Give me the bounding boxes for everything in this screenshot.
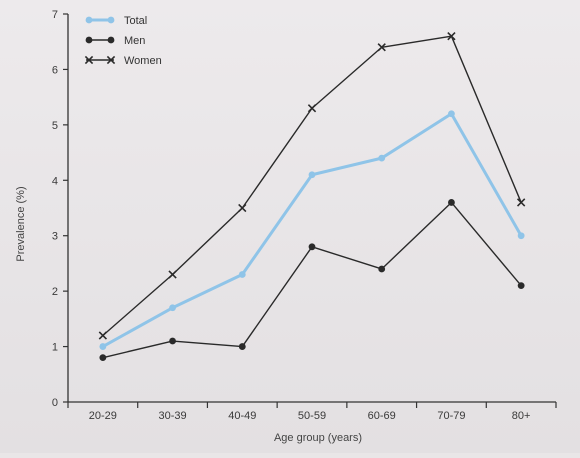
x-marker-stroke [84, 55, 94, 65]
series-men-point [448, 199, 455, 206]
series-men-point [238, 343, 246, 350]
series-total-point [517, 232, 525, 240]
series-men-point [517, 282, 525, 289]
series-women-point [377, 43, 386, 52]
x-marker-stroke [516, 198, 526, 207]
y-tick-label: 6 [52, 64, 58, 76]
series-total-point [378, 154, 386, 162]
x-tick-label: 50-59 [298, 410, 326, 422]
series-total-point [99, 343, 107, 350]
series-women-point [238, 203, 247, 213]
series-men-point [99, 354, 107, 362]
axes [67, 14, 556, 403]
x-marker-stroke [447, 32, 456, 41]
series-total [99, 110, 525, 350]
series-men-point [308, 243, 316, 251]
x-tick-label: 40-49 [228, 410, 256, 422]
x-tick-label: 70-79 [437, 410, 465, 422]
y-tick-label: 1 [52, 342, 58, 354]
x-marker-stroke [238, 203, 247, 213]
x-axis-ticks: 20-29 30-39 40-49 50-59 60-69 70-79 80+ [67, 402, 557, 422]
legend-men-label: Men [124, 35, 145, 47]
legend-men-end-point [107, 36, 115, 44]
y-axis-ticks: 0 1 2 3 4 5 6 7 [52, 9, 68, 409]
y-tick-label: 2 [52, 286, 58, 298]
x-tick-label: 30-39 [159, 410, 187, 422]
legend-total-end-point [107, 16, 115, 24]
series-women-point [98, 331, 108, 340]
y-tick-label: 4 [52, 175, 58, 187]
series-women-point [168, 270, 177, 279]
series-total-line [102, 112, 523, 348]
x-marker-stroke [168, 270, 177, 279]
series-total-point [308, 171, 316, 179]
x-marker-stroke [106, 55, 116, 65]
legend-men: Men [85, 35, 145, 47]
x-tick-label: 60-69 [368, 410, 396, 422]
y-tick-label: 7 [52, 9, 58, 21]
series-total-point [238, 271, 246, 278]
series-women [98, 32, 526, 340]
legend-men-start-point [85, 36, 93, 44]
series-men-point [169, 337, 176, 345]
series-group [98, 32, 526, 362]
series-total-point [169, 304, 176, 312]
legend-total: Total [85, 15, 147, 27]
series-women-point [307, 104, 317, 113]
y-tick-label: 0 [52, 397, 58, 409]
x-tick-label: 80+ [512, 410, 531, 422]
y-axis-label: Prevalence (%) [15, 186, 27, 261]
series-women-point [447, 32, 456, 41]
legend-women-start-point [84, 55, 94, 65]
series-women-point [516, 198, 526, 207]
legend-women-end-point [106, 55, 116, 65]
x-marker-stroke [307, 104, 317, 113]
y-tick-label: 3 [52, 231, 58, 243]
legend-total-label: Total [124, 15, 147, 27]
series-total-point [448, 110, 455, 118]
legend-total-start-point [85, 16, 93, 24]
x-marker-stroke [98, 331, 108, 340]
x-marker-stroke [377, 43, 386, 52]
series-men-point [378, 265, 386, 273]
series-women-line [102, 35, 522, 337]
legend: Total Men Women [84, 15, 162, 67]
legend-women-label: Women [124, 55, 162, 67]
series-men [99, 199, 525, 362]
legend-women: Women [84, 55, 162, 67]
x-tick-label: 20-29 [89, 410, 117, 422]
x-axis-label: Age group (years) [274, 432, 362, 444]
y-tick-label: 5 [52, 120, 58, 132]
